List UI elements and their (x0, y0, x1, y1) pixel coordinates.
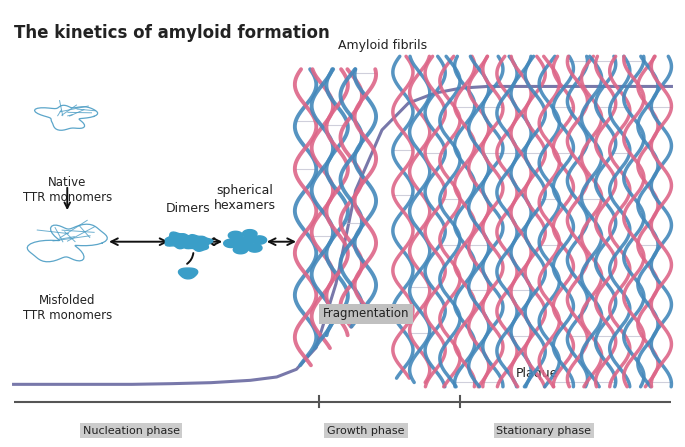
Polygon shape (228, 231, 242, 240)
Text: The kinetics of amyloid formation: The kinetics of amyloid formation (14, 24, 329, 42)
Text: Stationary phase: Stationary phase (497, 426, 591, 435)
Text: Native
TTR monomers: Native TTR monomers (23, 177, 112, 204)
Text: Fragmentation: Fragmentation (323, 307, 409, 320)
Text: Amyloid fibrils: Amyloid fibrils (338, 39, 427, 52)
Polygon shape (184, 235, 213, 251)
Polygon shape (234, 245, 248, 254)
Polygon shape (247, 244, 262, 252)
Polygon shape (179, 268, 198, 279)
Polygon shape (224, 239, 238, 248)
Text: Dimers: Dimers (166, 202, 210, 215)
Text: Growth phase: Growth phase (327, 426, 405, 435)
Polygon shape (242, 230, 257, 238)
Text: spherical
hexamers: spherical hexamers (214, 184, 276, 212)
Polygon shape (252, 236, 266, 244)
Text: Nucleation phase: Nucleation phase (82, 426, 179, 435)
Polygon shape (237, 237, 253, 247)
Text: Misfolded
TTR monomers: Misfolded TTR monomers (23, 295, 112, 322)
Polygon shape (165, 232, 194, 249)
Text: Plaque: Plaque (516, 367, 558, 380)
